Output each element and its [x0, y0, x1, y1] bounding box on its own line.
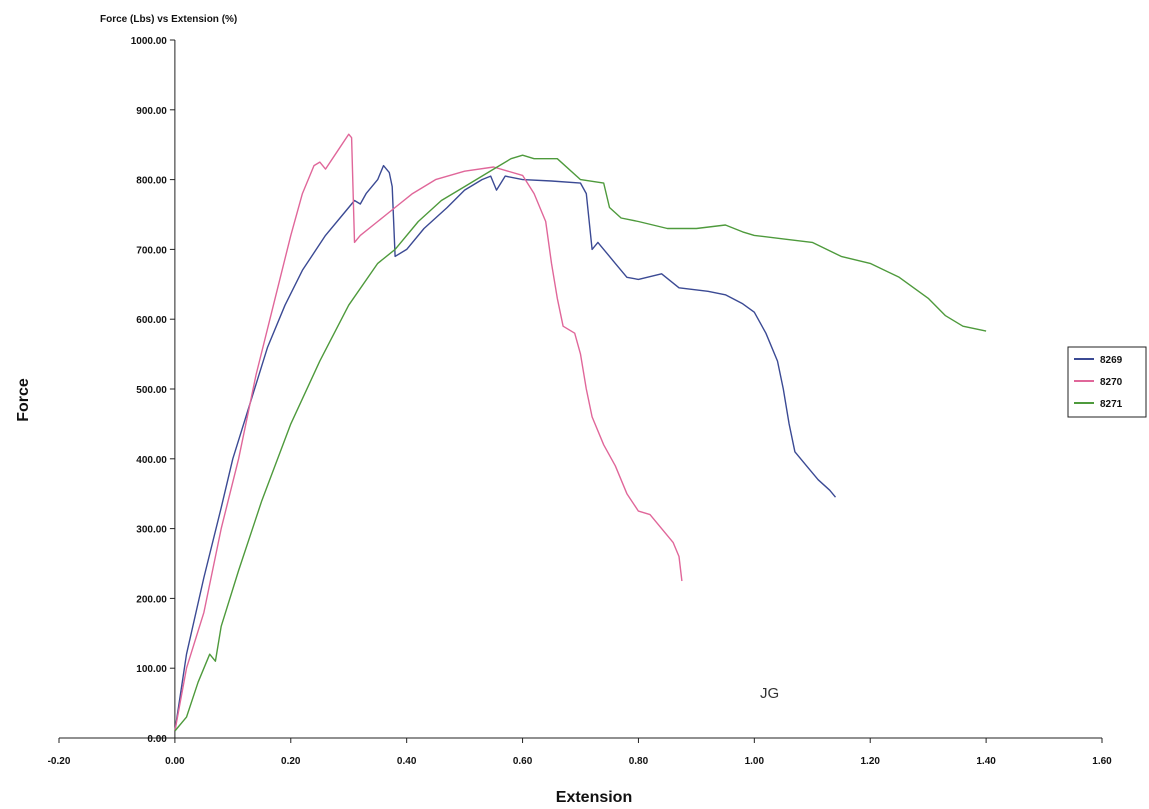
series-layer	[174, 133, 987, 732]
y-tick-label: 500.00	[136, 385, 167, 396]
series-line-8269	[174, 164, 837, 732]
x-tick-label: 0.60	[513, 756, 533, 767]
legend-label-8271: 8271	[1100, 399, 1123, 410]
annotation-jg: JG	[760, 685, 779, 702]
legend: 8269 8270 8271	[1067, 346, 1147, 418]
x-tick-label: 0.20	[281, 756, 301, 767]
y-tick-label: 400.00	[136, 455, 167, 466]
y-tick-label: 700.00	[136, 245, 167, 256]
y-tick-label: 900.00	[136, 106, 167, 117]
chart-title: Force (Lbs) vs Extension (%)	[100, 14, 237, 25]
y-tick-label: 0.00	[147, 734, 167, 745]
x-tick-label: 1.40	[976, 756, 996, 767]
x-tick-label: 0.80	[629, 756, 649, 767]
y-tick-label: 800.00	[136, 176, 167, 187]
series-line-8271	[174, 154, 987, 732]
x-tick-label: 1.60	[1092, 756, 1112, 767]
y-tick-label: 600.00	[136, 315, 167, 326]
axes	[59, 40, 1102, 739]
x-axis-title: Extension	[556, 789, 632, 806]
y-tick-label: 300.00	[136, 525, 167, 536]
x-tick-label: -0.20	[48, 756, 71, 767]
x-tick-label: 1.00	[745, 756, 765, 767]
x-axis-ticks: -0.20 0.00 0.20 0.40 0.60 0.80 1.00 1.20 1.40 1.6…	[48, 738, 1112, 767]
x-tick-label: 1.20	[860, 756, 880, 767]
legend-label-8270: 8270	[1100, 377, 1123, 388]
y-tick-label: 100.00	[136, 664, 167, 675]
y-axis-ticks: 0.00 100.00 200.00 300.00 400.00 500.00 600.00…	[131, 36, 175, 745]
x-tick-label: 0.40	[397, 756, 417, 767]
x-tick-label: 0.00	[165, 756, 185, 767]
y-tick-label: 1000.00	[131, 36, 168, 47]
series-line-8270	[174, 133, 683, 732]
legend-label-8269: 8269	[1100, 355, 1123, 366]
y-tick-label: 200.00	[136, 594, 167, 605]
y-axis-title: Force	[15, 378, 32, 422]
